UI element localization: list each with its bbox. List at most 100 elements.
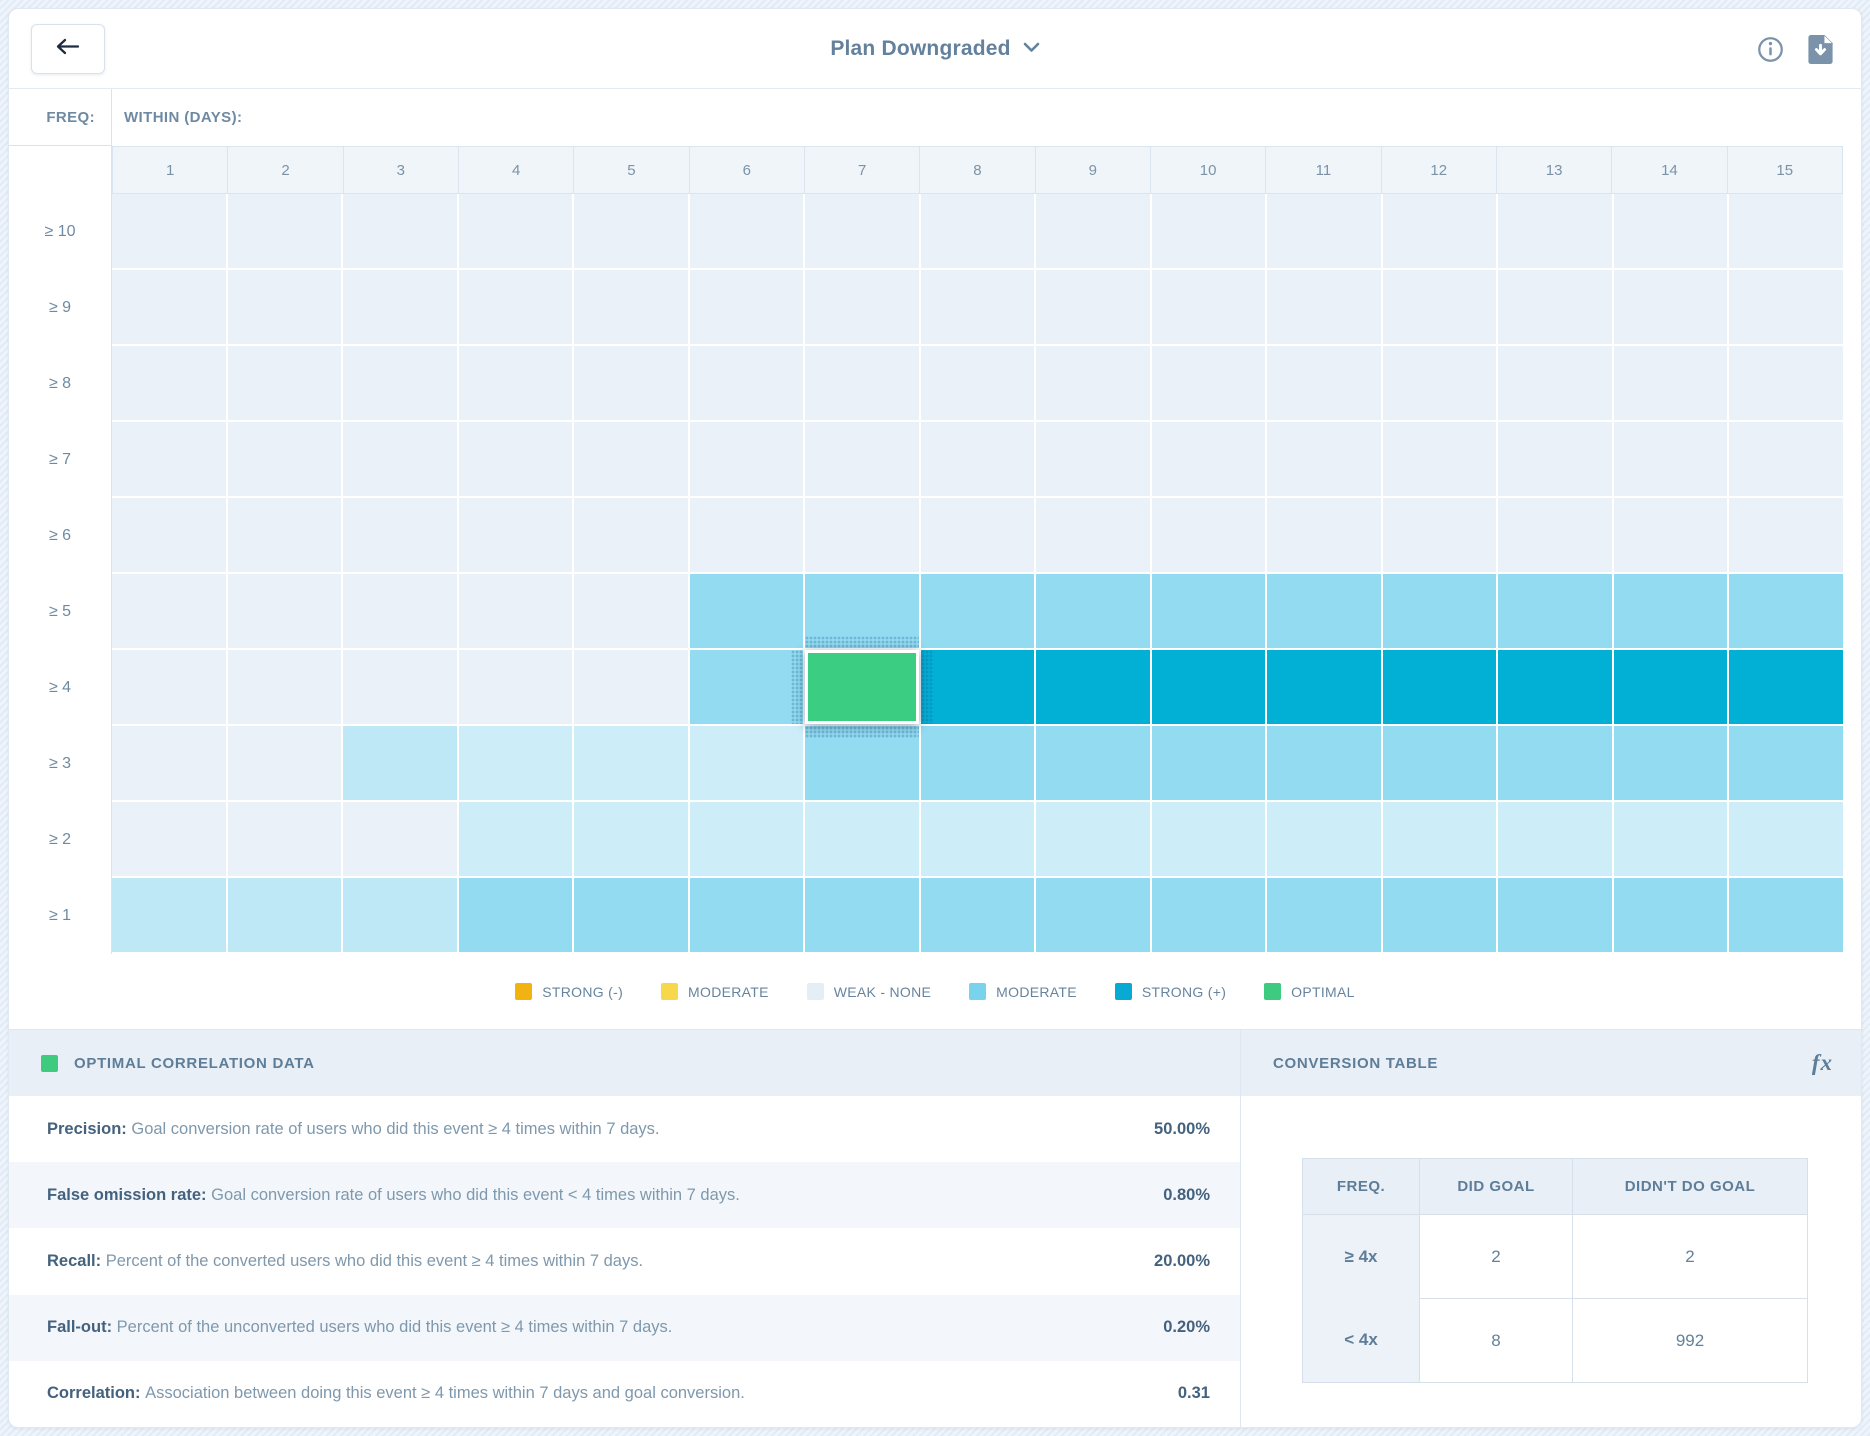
heatmap-cell[interactable] <box>1382 802 1497 876</box>
heatmap-cell[interactable] <box>458 346 573 420</box>
heatmap-cell[interactable] <box>227 802 342 876</box>
heatmap-cell[interactable] <box>458 194 573 268</box>
heatmap-cell[interactable] <box>112 498 226 572</box>
heatmap-cell[interactable] <box>574 194 688 268</box>
heatmap-cell[interactable] <box>1498 346 1612 420</box>
heatmap-cell[interactable] <box>1267 878 1381 952</box>
heatmap-cell[interactable] <box>1382 422 1497 496</box>
heatmap-cell[interactable] <box>689 650 804 724</box>
heatmap-cell[interactable] <box>920 422 1035 496</box>
heatmap-cell[interactable] <box>805 498 919 572</box>
heatmap-cell[interactable] <box>1729 726 1843 800</box>
heatmap-cell[interactable] <box>1498 498 1612 572</box>
heatmap-cell[interactable] <box>1151 422 1266 496</box>
heatmap-cell[interactable] <box>689 574 804 648</box>
heatmap-cell[interactable] <box>227 878 342 952</box>
heatmap-cell[interactable] <box>227 726 342 800</box>
heatmap-cell[interactable] <box>1036 270 1150 344</box>
heatmap-cell[interactable] <box>458 802 573 876</box>
heatmap-cell[interactable] <box>1151 346 1266 420</box>
heatmap-cell[interactable] <box>1613 878 1728 952</box>
formula-fx-icon[interactable]: fx <box>1811 1050 1833 1075</box>
heatmap-cell[interactable] <box>920 878 1035 952</box>
heatmap-cell[interactable] <box>574 574 688 648</box>
heatmap-cell[interactable] <box>1036 194 1150 268</box>
heatmap-cell[interactable] <box>1036 726 1150 800</box>
heatmap-cell[interactable] <box>1267 346 1381 420</box>
heatmap-cell[interactable] <box>1267 802 1381 876</box>
heatmap-cell[interactable] <box>458 574 573 648</box>
heatmap-cell[interactable] <box>1382 498 1497 572</box>
heatmap-cell[interactable] <box>1267 422 1381 496</box>
heatmap-cell[interactable] <box>689 270 804 344</box>
heatmap-cell[interactable] <box>1729 346 1843 420</box>
heatmap-cell[interactable] <box>1729 650 1843 724</box>
heatmap-cell[interactable] <box>689 194 804 268</box>
heatmap-cell[interactable] <box>1498 802 1612 876</box>
heatmap-cell[interactable] <box>1729 422 1843 496</box>
heatmap-cell[interactable] <box>343 878 457 952</box>
heatmap-cell[interactable] <box>112 878 226 952</box>
heatmap-cell[interactable] <box>458 422 573 496</box>
heatmap-cell[interactable] <box>1382 878 1497 952</box>
heatmap-cell[interactable] <box>1613 194 1728 268</box>
heatmap-cell[interactable] <box>689 346 804 420</box>
heatmap-cell[interactable] <box>343 726 457 800</box>
heatmap-cell[interactable] <box>1267 650 1381 724</box>
heatmap-cell[interactable] <box>343 498 457 572</box>
heatmap-cell[interactable] <box>1267 726 1381 800</box>
heatmap-cell[interactable] <box>920 574 1035 648</box>
heatmap-cell[interactable] <box>1613 574 1728 648</box>
heatmap-cell[interactable] <box>1498 270 1612 344</box>
heatmap-cell[interactable] <box>458 270 573 344</box>
heatmap-cell[interactable] <box>1151 194 1266 268</box>
heatmap-cell[interactable] <box>1036 878 1150 952</box>
heatmap-cell[interactable] <box>805 422 919 496</box>
heatmap-cell[interactable] <box>689 726 804 800</box>
heatmap-cell[interactable] <box>343 270 457 344</box>
heatmap-cell[interactable] <box>1151 878 1266 952</box>
heatmap-cell[interactable] <box>343 574 457 648</box>
heatmap-cell[interactable] <box>920 270 1035 344</box>
heatmap-cell[interactable] <box>1613 650 1728 724</box>
heatmap-cell[interactable] <box>458 726 573 800</box>
heatmap-cell[interactable] <box>227 346 342 420</box>
heatmap-cell[interactable] <box>1382 270 1497 344</box>
heatmap-cell[interactable] <box>689 422 804 496</box>
heatmap-cell[interactable] <box>1036 650 1150 724</box>
heatmap-cell[interactable] <box>1267 270 1381 344</box>
heatmap-cell[interactable] <box>805 270 919 344</box>
heatmap-cell[interactable] <box>1036 574 1150 648</box>
heatmap-cell[interactable] <box>1151 574 1266 648</box>
heatmap-cell[interactable] <box>574 878 688 952</box>
heatmap-cell[interactable] <box>227 574 342 648</box>
heatmap-cell[interactable] <box>112 346 226 420</box>
heatmap-cell[interactable] <box>227 498 342 572</box>
heatmap-cell[interactable] <box>1382 574 1497 648</box>
heatmap-cell[interactable] <box>920 194 1035 268</box>
heatmap-cell[interactable] <box>343 422 457 496</box>
heatmap-cell[interactable] <box>227 422 342 496</box>
heatmap-cell[interactable] <box>458 878 573 952</box>
heatmap-cell[interactable] <box>458 650 573 724</box>
heatmap-cell[interactable] <box>1036 802 1150 876</box>
heatmap-cell[interactable] <box>227 650 342 724</box>
heatmap-cell[interactable] <box>1498 194 1612 268</box>
info-icon[interactable] <box>1757 36 1784 63</box>
heatmap-cell[interactable] <box>1729 194 1843 268</box>
heatmap-cell[interactable] <box>112 422 226 496</box>
heatmap-cell[interactable] <box>574 498 688 572</box>
heatmap-cell[interactable] <box>343 346 457 420</box>
heatmap-cell[interactable] <box>112 194 226 268</box>
heatmap-cell[interactable] <box>805 574 919 648</box>
heatmap-cell[interactable] <box>1382 650 1497 724</box>
heatmap-cell[interactable] <box>574 346 688 420</box>
heatmap-cell[interactable] <box>1498 726 1612 800</box>
heatmap-cell[interactable] <box>227 194 342 268</box>
heatmap-cell[interactable] <box>1151 498 1266 572</box>
heatmap-cell[interactable] <box>112 650 226 724</box>
heatmap-cell[interactable] <box>1729 574 1843 648</box>
heatmap-cell[interactable] <box>1613 498 1728 572</box>
heatmap-cell[interactable] <box>574 802 688 876</box>
heatmap-cell[interactable] <box>1151 650 1266 724</box>
